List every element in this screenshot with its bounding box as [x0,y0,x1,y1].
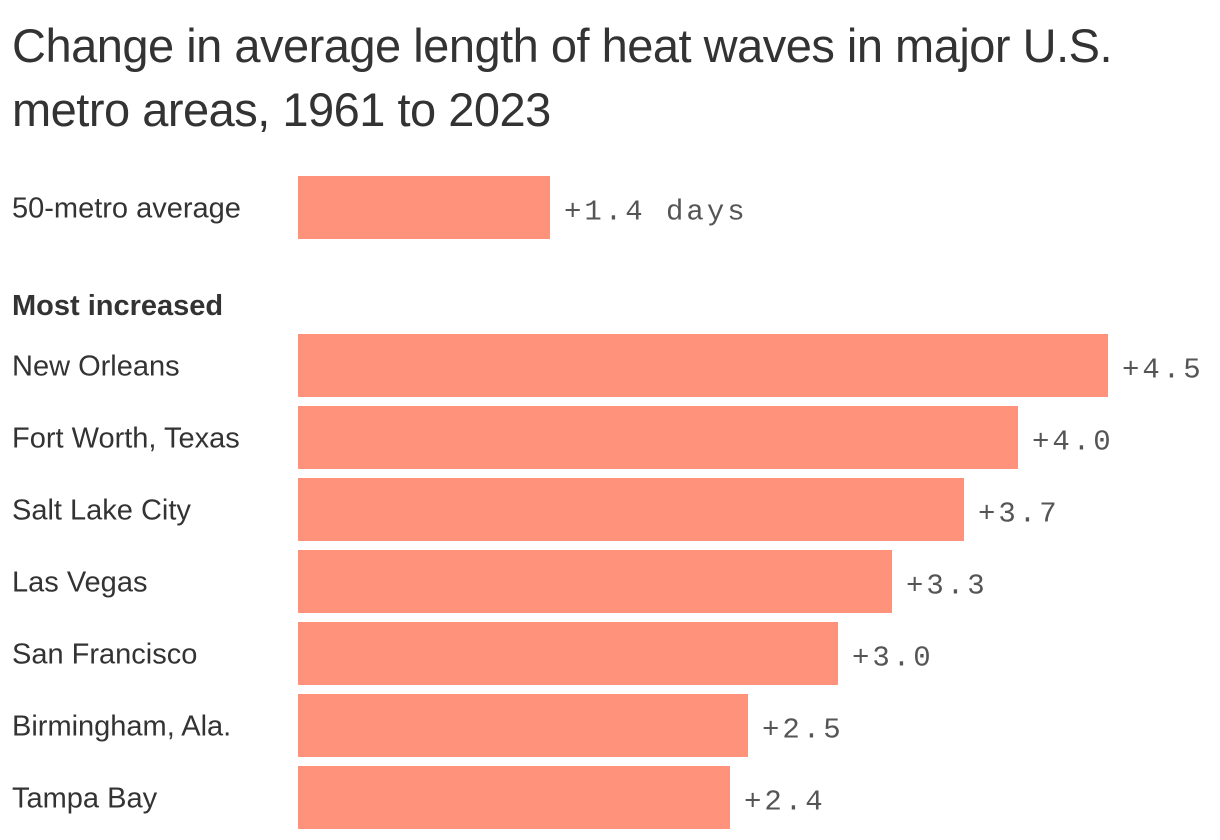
average-label: 50-metro average [12,193,241,225]
row-las-vegas-label: Las Vegas [12,567,147,599]
row-new-orleans-value-label: +4.5 [1122,354,1204,387]
average-value-label: +1.4 days [564,196,748,229]
row-tampa-bay-bar [298,766,730,829]
row-birmingham-ala-bar [298,694,748,757]
chart-title: Change in average length of heat waves i… [12,19,1113,136]
row-birmingham-ala-label: Birmingham, Ala. [12,711,231,743]
row-san-francisco-value-label: +3.0 [852,642,934,675]
row-san-francisco-bar [298,622,838,685]
row-fort-worth-texas-bar [298,406,1018,469]
average-bar [298,176,550,239]
row-fort-worth-texas-label: Fort Worth, Texas [12,423,240,455]
row-birmingham-ala-value-label: +2.5 [762,714,844,747]
row-tampa-bay-value-label: +2.4 [744,786,826,819]
row-new-orleans-bar [298,334,1108,397]
row-fort-worth-texas-value-label: +4.0 [1032,426,1114,459]
row-salt-lake-city-label: Salt Lake City [12,495,191,527]
row-las-vegas-value-label: +3.3 [906,570,988,603]
average-row: 50-metro average +1.4 days [12,176,748,239]
section-label-most-increased: Most increased [12,290,223,322]
row-salt-lake-city-bar [298,478,964,541]
row-san-francisco-label: San Francisco [12,639,197,671]
row-new-orleans-label: New Orleans [12,351,180,383]
bar-rows: New Orleans +4.5 Fort Worth, Texas +4.0 Salt… [12,334,1204,829]
row-tampa-bay-label: Tampa Bay [12,783,158,815]
row-salt-lake-city-value-label: +3.7 [978,498,1060,531]
row-las-vegas-bar [298,550,892,613]
